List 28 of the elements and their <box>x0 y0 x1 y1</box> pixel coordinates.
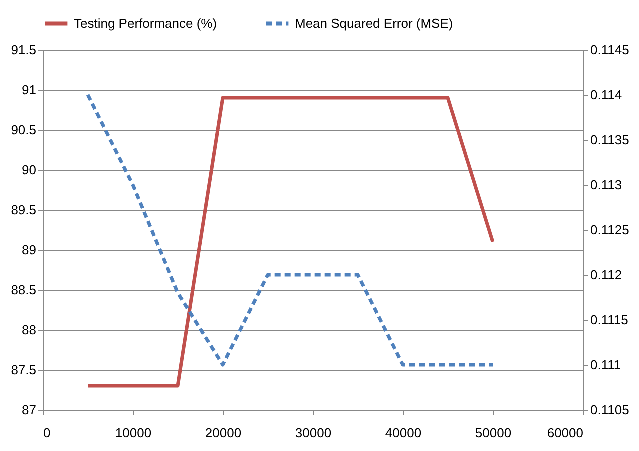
y2-tick-label: 0.114 <box>590 88 622 102</box>
y-tick-label: 87 <box>22 402 36 418</box>
y2-tick-label: 0.1135 <box>590 132 630 148</box>
x-tick-label: 40000 <box>385 426 422 440</box>
legend-label: Mean Squared Error (MSE) <box>295 16 454 31</box>
y-tick-label: 90.5 <box>11 122 36 138</box>
y-tick-label: 91.5 <box>11 42 36 58</box>
y2-tick-label: 0.1105 <box>590 402 630 418</box>
y-tick-label: 89 <box>22 242 36 258</box>
y-tick-label: 91 <box>22 82 36 98</box>
y2-tick-label: 0.1115 <box>590 312 628 328</box>
x-tick-label: 0 <box>44 426 51 440</box>
x-tick-label: 30000 <box>295 426 332 440</box>
x-tick-label: 50000 <box>475 426 512 440</box>
legend-label: Testing Performance (%) <box>74 16 218 31</box>
y2-tick-label: 0.1145 <box>590 42 630 58</box>
y-tick-label: 87.5 <box>11 362 36 378</box>
y-tick-label: 89.5 <box>11 202 36 218</box>
y2-tick-label: 0.1125 <box>590 222 630 238</box>
x-tick-label: 60000 <box>547 426 584 440</box>
y2-tick-label: 0.112 <box>590 268 622 282</box>
x-tick-label: 10000 <box>115 426 152 440</box>
y-tick-label: 90 <box>22 162 36 178</box>
y-tick-label: 88 <box>22 322 36 338</box>
y2-tick-label: 0.111 <box>590 358 622 372</box>
y-tick-label: 88.5 <box>11 282 36 298</box>
y2-tick-label: 0.113 <box>590 178 622 192</box>
x-tick-label: 20000 <box>205 426 242 440</box>
